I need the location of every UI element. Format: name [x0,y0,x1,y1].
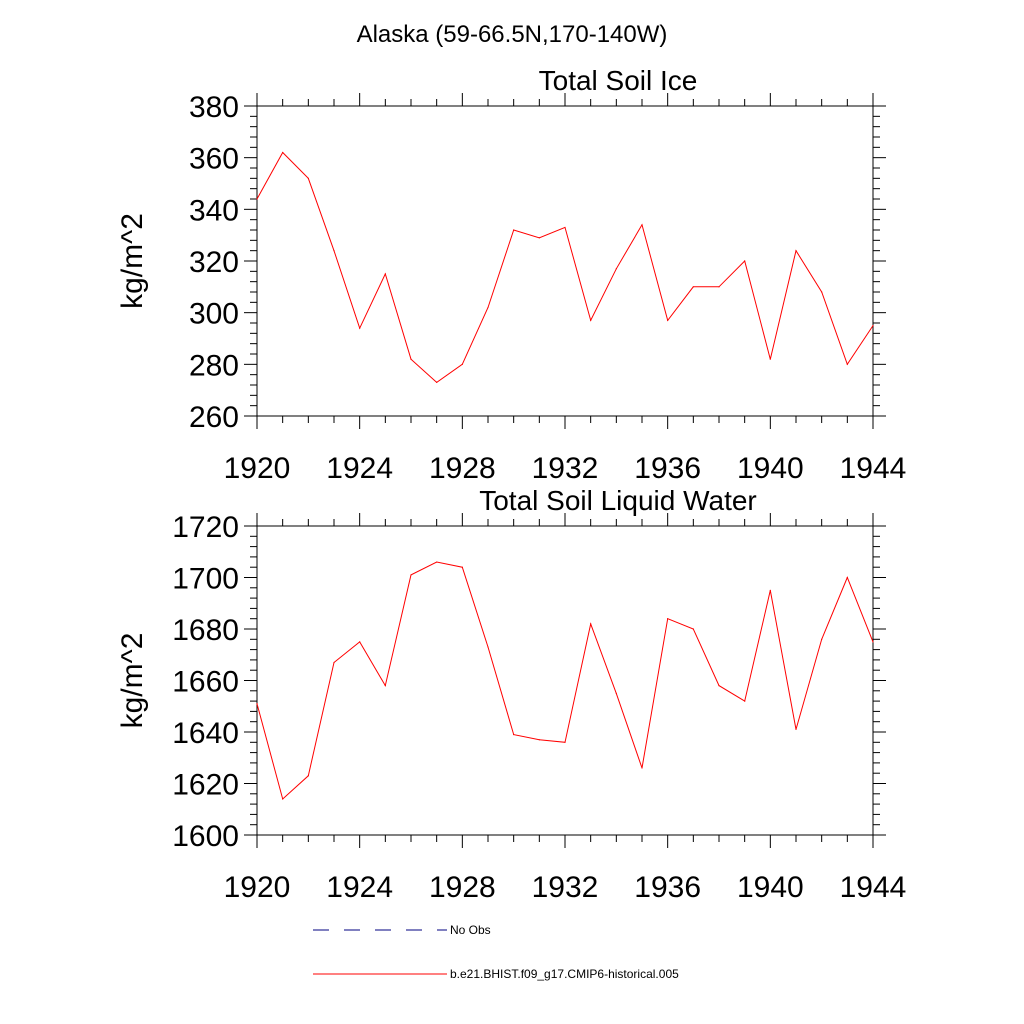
y-tick-label: 1620 [172,769,239,802]
y-tick-label: 1680 [172,614,239,647]
data-point [384,273,386,275]
data-point [872,641,874,643]
data-point [846,363,848,365]
y-tick-label: 280 [189,349,239,382]
data-point [513,229,515,231]
data-point [718,685,720,687]
data-point [590,623,592,625]
data-point [846,576,848,579]
x-tick-label: 1924 [326,452,393,485]
data-point [256,198,258,200]
data-point [359,327,361,329]
x-tick-label: 1928 [429,871,496,904]
x-tick-label: 1940 [737,871,804,904]
y-tick-label: 380 [189,91,239,124]
data-point [667,319,669,322]
x-tick-label: 1940 [737,452,804,485]
data-point [487,306,489,309]
y-tick-label: 1660 [172,666,239,699]
y-tick-label: 340 [189,194,239,227]
y-tick-label: 360 [189,143,239,176]
data-point [769,358,771,360]
data-point [718,286,720,288]
x-tick-label: 1932 [532,452,599,485]
y-tick-label: 300 [189,298,239,331]
panel-total-soil-ice: Total Soil Ice kg/m^2 260 280 300 320 340 360 38… [116,65,906,485]
data-point [769,589,771,591]
y-tick-label: 1600 [172,820,239,853]
y-tick-label: 260 [189,401,239,434]
data-point [384,685,386,687]
data-point [564,741,566,743]
x-tick-label: 1932 [532,871,599,904]
data-point [744,260,746,262]
chart-title: Total Soil Liquid Water [479,485,757,516]
x-tick-label: 1920 [224,871,291,904]
y-tick-label: 1700 [172,563,239,596]
data-point [487,646,489,648]
x-tick-label: 1928 [429,452,496,485]
y-axis-label: kg/m^2 [116,213,149,309]
data-point [307,177,309,179]
y-tick-label: 320 [189,246,239,279]
data-point [667,618,669,620]
data-point [615,268,617,270]
data-point [461,566,463,568]
data-point [410,358,412,360]
panel-total-soil-liquid-water: Total Soil Liquid Water kg/m^2 1600 1620 164… [116,485,906,904]
y-axis-label: kg/m^2 [116,633,149,729]
x-tick-label: 1936 [634,871,701,904]
page-title: Alaska (59-66.5N,170-140W) [357,21,668,48]
data-point [461,363,463,365]
legend-model-label: b.e21.BHIST.f09_g17.CMIP6-historical.005 [450,967,679,981]
data-point [256,703,258,705]
data-point [692,286,694,288]
plot-frame [256,525,874,836]
y-tick-label: 1640 [172,717,239,750]
data-point [436,561,438,563]
data-point [795,728,797,731]
x-tick-label: 1924 [326,871,393,904]
legend-no-obs-label: No Obs [450,923,491,937]
data-point [307,775,309,777]
data-point [282,151,284,154]
data-point [641,767,643,769]
legend: No Obs b.e21.BHIST.f09_g17.CMIP6-histori… [313,923,679,981]
series-line-model [256,561,874,800]
data-point [282,798,284,800]
data-point [333,661,335,664]
x-tick-label: 1936 [634,452,701,485]
y-tick-label: 1720 [172,511,239,544]
data-point [333,250,335,252]
x-tick-label: 1944 [840,452,907,485]
data-point [590,319,592,322]
x-tick-label: 1944 [840,871,907,904]
data-point [872,324,874,327]
data-point [359,641,361,643]
data-point [821,638,823,640]
data-point [795,250,797,252]
data-point [641,224,643,226]
data-point [538,237,540,239]
data-point [615,692,617,694]
chart-title: Total Soil Ice [539,65,698,96]
data-point [513,733,515,736]
data-point [436,381,438,384]
x-tick-label: 1920 [224,452,291,485]
data-point [410,574,412,576]
data-point [538,739,540,741]
data-point [564,226,566,229]
data-point [692,628,694,630]
data-point [821,291,823,293]
plot-frame [256,105,874,417]
data-point [744,700,746,702]
series-line-model [256,151,874,384]
